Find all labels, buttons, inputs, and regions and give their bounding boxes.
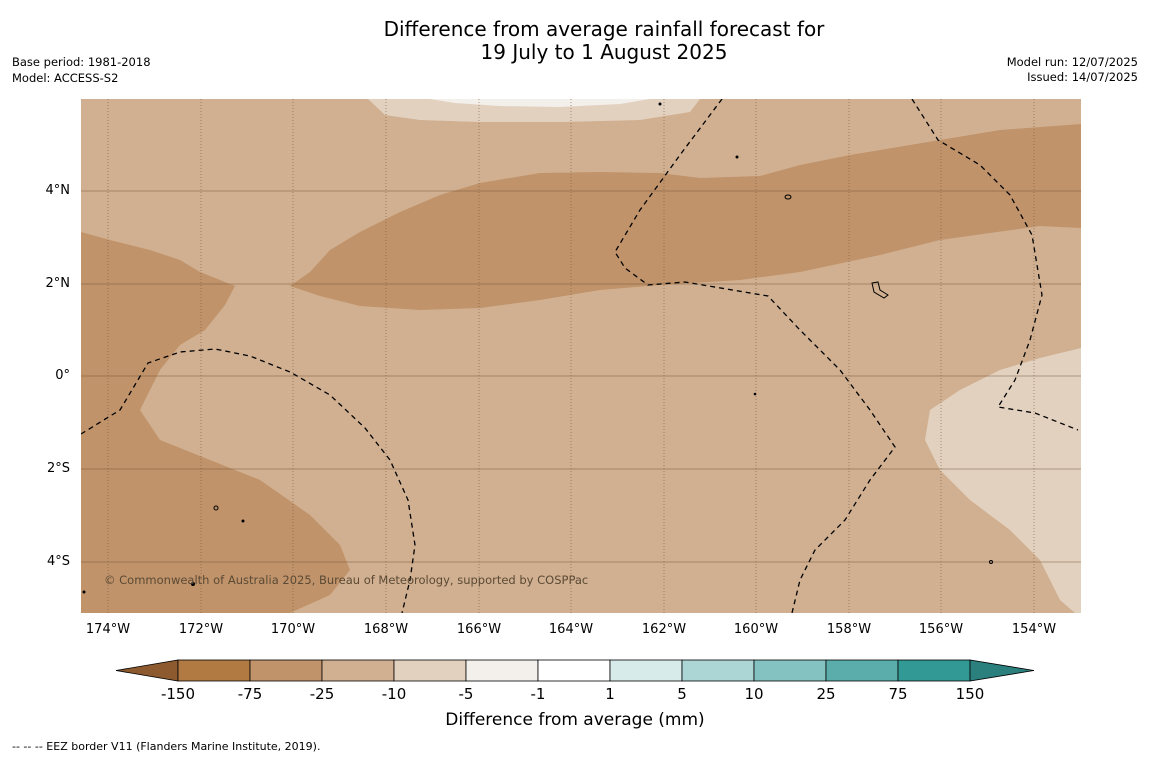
eez-border-west (81, 348, 416, 613)
latitude-label: 4°S (46, 554, 70, 569)
island (735, 155, 739, 159)
colorbar-segment (897, 659, 971, 682)
longitude-label: 166°W (456, 622, 502, 637)
longitude-label: 160°W (733, 622, 779, 637)
colorbar-tick-label: -5 (458, 685, 474, 703)
colorbar-extend-low (115, 659, 179, 682)
colorbar-extend-high (969, 659, 1035, 682)
longitude-label: 168°W (363, 622, 409, 637)
island (784, 194, 792, 200)
longitude-label: 162°W (641, 622, 687, 637)
graticule (81, 99, 1081, 613)
longitude-label: 156°W (918, 622, 964, 637)
contour-minus75-minus25-west-area (81, 232, 350, 613)
longitude-label: 158°W (826, 622, 872, 637)
island (658, 102, 662, 106)
longitude-label: 174°W (85, 622, 131, 637)
map-title: Difference from average rainfall forecas… (0, 18, 1150, 64)
island (241, 519, 245, 523)
island (871, 281, 889, 299)
colorbar-segment (537, 659, 611, 682)
copyright-text: © Commonwealth of Australia 2025, Bureau… (104, 573, 589, 587)
eez-border-lines (81, 99, 1079, 613)
colorbar-tick-label: 25 (816, 685, 836, 703)
colorbar-segment (177, 659, 251, 682)
eez-border-east (911, 99, 1079, 431)
colorbar-segment (321, 659, 395, 682)
contour-minus10-minus5-east (925, 348, 1081, 613)
contour-minus10-minus5-north (368, 99, 700, 122)
latitude-label: 2°S (46, 461, 70, 476)
longitude-label: 154°W (1011, 622, 1057, 637)
colorbar-tick-label: 10 (744, 685, 764, 703)
longitude-label: 164°W (548, 622, 594, 637)
latitude-label: 0° (55, 368, 70, 383)
map-contours (81, 99, 1081, 613)
colorbar-tick-label: 75 (888, 685, 908, 703)
colorbar-segment (681, 659, 755, 682)
colorbar-tick-label: -25 (309, 685, 335, 703)
colorbar-segment (393, 659, 467, 682)
issued-text: Issued: 14/07/2025 (1027, 70, 1138, 84)
latitude-label: 2°N (45, 276, 71, 291)
colorbar-tick-label: -75 (237, 685, 263, 703)
island (989, 560, 993, 564)
colorbar-title: Difference from average (mm) (445, 710, 705, 730)
longitude-label: 170°W (270, 622, 316, 637)
colorbar-segment (609, 659, 683, 682)
longitude-label: 172°W (178, 622, 224, 637)
colorbar-tick-label: 5 (677, 685, 687, 703)
base-period-text: Base period: 1981-2018 (12, 55, 151, 69)
colorbar-tick-label: -150 (160, 685, 196, 703)
island (213, 505, 219, 511)
colorbar (115, 659, 1035, 682)
colorbar-tick-label: 150 (955, 685, 985, 703)
contour-minus75-minus25-north-band (290, 124, 1081, 310)
islands (82, 102, 993, 594)
colorbar-tick-label: 1 (605, 685, 615, 703)
model-text: Model: ACCESS-S2 (12, 71, 119, 85)
colorbar-segment (825, 659, 899, 682)
colorbar-segment (753, 659, 827, 682)
map-title-line2: 19 July to 1 August 2025 (480, 40, 728, 64)
island (753, 392, 757, 396)
meta-right: Model run: 12/07/2025 Issued: 14/07/2025 (1007, 55, 1138, 85)
meta-left: Base period: 1981-2018 Model: ACCESS-S2 (12, 54, 151, 86)
colorbar-tick-label: -1 (530, 685, 546, 703)
model-run-text: Model run: 12/07/2025 (1006, 55, 1138, 69)
colorbar-segment (249, 659, 323, 682)
colorbar-segment (465, 659, 539, 682)
contour-minus5-minus1-north (430, 99, 650, 107)
latitude-label: 4°N (45, 183, 71, 198)
map-title-line1: Difference from average rainfall forecas… (383, 17, 825, 41)
island (191, 582, 195, 586)
eez-footnote: -- -- -- EEZ border V11 (Flanders Marine… (12, 740, 321, 753)
colorbar-tick-label: -10 (381, 685, 407, 703)
island (82, 590, 86, 594)
